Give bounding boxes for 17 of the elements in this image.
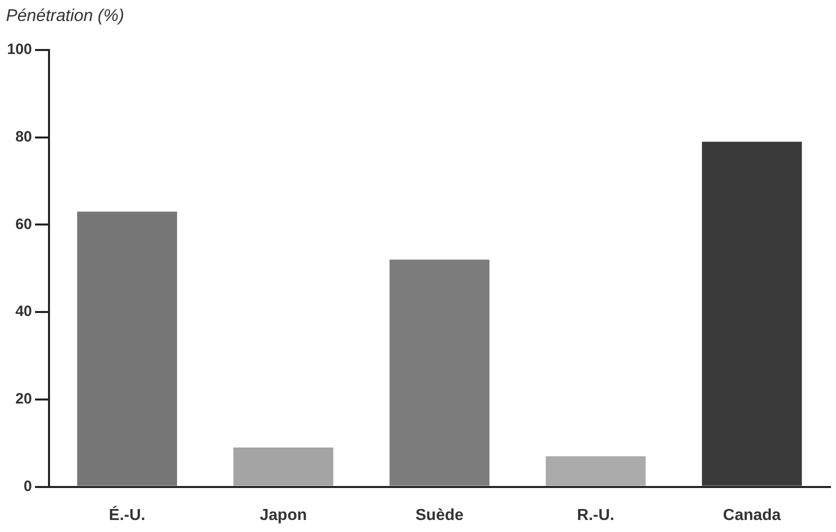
y-axis-title: Pénétration (%) xyxy=(6,6,124,26)
x-tick-label: R.-U. xyxy=(577,506,614,524)
y-tick-label: 60 xyxy=(15,216,32,233)
x-tick-label: Suède xyxy=(416,506,464,524)
x-tick-label: É.-U. xyxy=(108,504,146,524)
bar xyxy=(390,260,490,486)
bar xyxy=(702,142,802,486)
bar xyxy=(546,456,646,486)
bar xyxy=(233,447,334,486)
y-tick-label: 80 xyxy=(15,128,32,146)
y-tick-label: 100 xyxy=(6,41,32,58)
x-tick-label: Canada xyxy=(723,506,781,524)
y-tick-label: 20 xyxy=(15,390,32,408)
y-tick-label: 0 xyxy=(24,478,32,495)
bar xyxy=(77,212,178,486)
y-tick-label: 40 xyxy=(15,303,32,320)
x-tick-label: Japon xyxy=(260,506,307,524)
